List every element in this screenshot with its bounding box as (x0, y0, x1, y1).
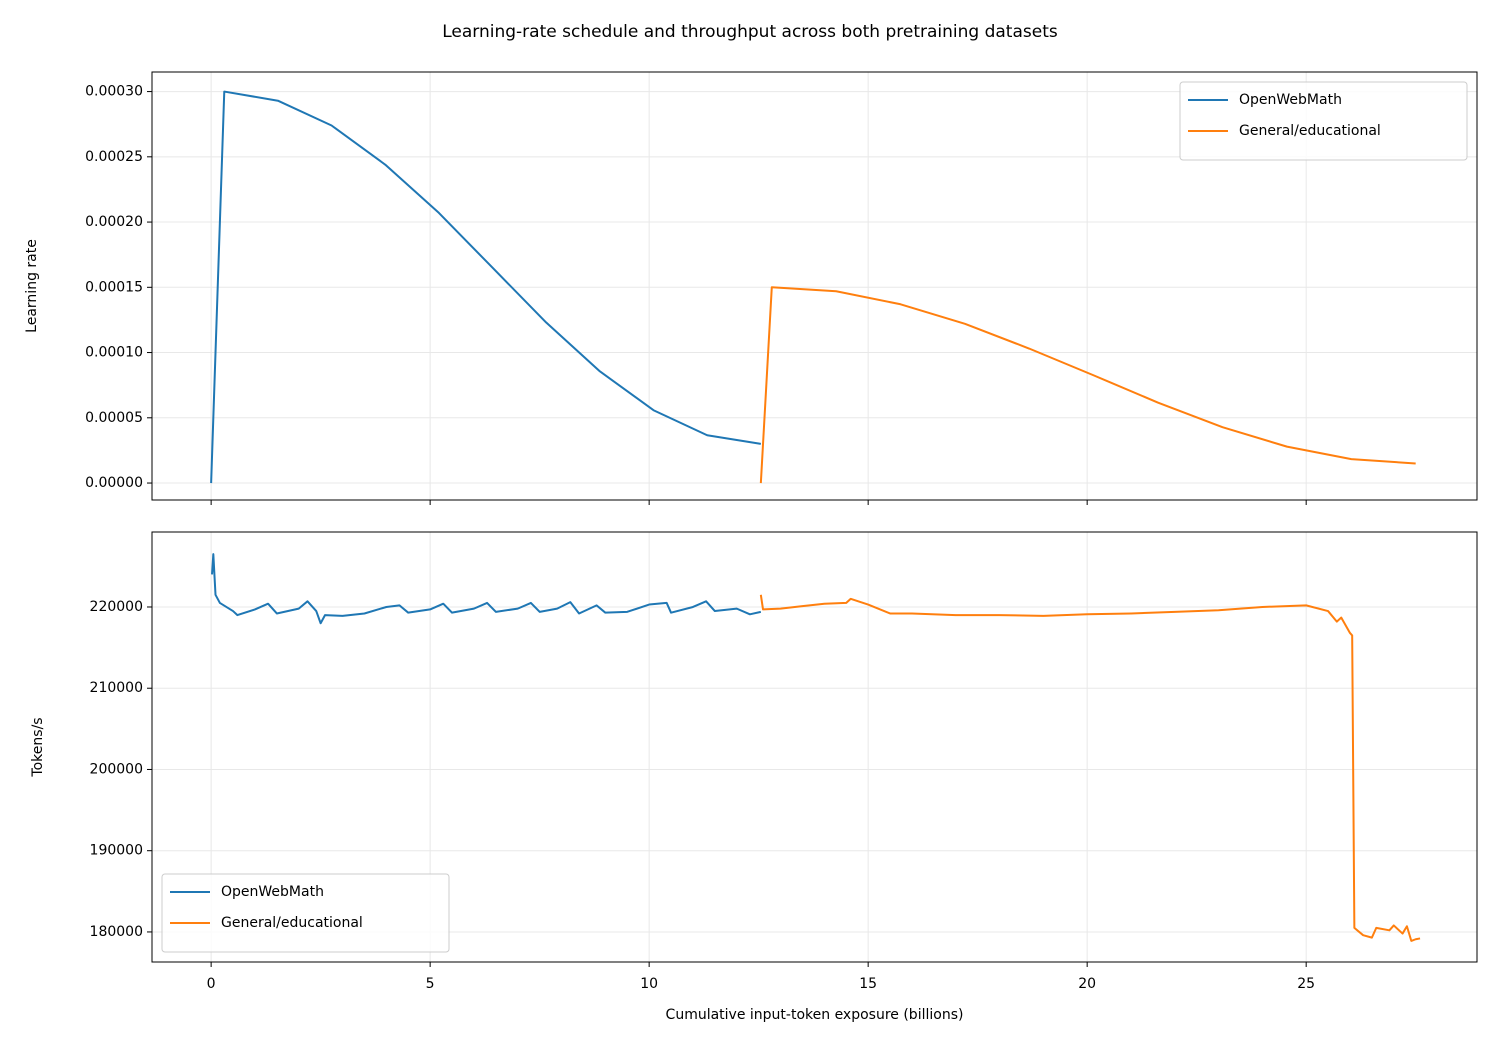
legend: OpenWebMath General/educational (161, 873, 450, 953)
series-line (210, 90, 761, 484)
x-tick-label: 10 (640, 976, 658, 992)
y-tick-label: 210000 (90, 680, 143, 696)
figure-title: Learning-rate schedule and throughput ac… (442, 22, 1058, 42)
y-tick-label: 0.00005 (85, 410, 143, 426)
legend-box (1179, 81, 1468, 161)
plot-frame (151, 531, 1478, 963)
y-tick-label: 200000 (90, 761, 143, 777)
y-tick-label: 180000 (90, 924, 143, 940)
y-tick-label: 0.00000 (85, 475, 143, 491)
legend-label: OpenWebMath (221, 884, 324, 900)
legend-label: General/educational (1239, 123, 1381, 139)
x-tick-label: 25 (1297, 976, 1315, 992)
x-tick-label: 0 (207, 976, 216, 992)
legend-box (161, 873, 450, 953)
legend-label: OpenWebMath (1239, 92, 1342, 108)
y-tick-label: 0.00020 (85, 214, 143, 230)
y-tick-label: 0.00015 (85, 279, 143, 295)
y-tick-label: 0.00030 (85, 84, 143, 100)
series-line (759, 286, 1416, 484)
series-line (759, 594, 1421, 942)
y-tick-label: 0.00010 (85, 345, 143, 361)
y-tick-label: 0.00025 (85, 149, 143, 165)
x-tick-label: 15 (859, 976, 877, 992)
y-tick-label: 190000 (90, 843, 143, 859)
legend-label: General/educational (221, 915, 363, 931)
y-axis-label: Tokens/s (30, 717, 46, 777)
x-tick-label: 5 (426, 976, 435, 992)
x-axis-label: Cumulative input-token exposure (billion… (666, 1007, 964, 1023)
y-axis-label: Learning rate (24, 239, 40, 333)
legend: OpenWebMath General/educational (1179, 81, 1468, 161)
plot-frame (151, 71, 1478, 501)
x-tick-label: 20 (1078, 976, 1096, 992)
series-line (211, 553, 762, 625)
y-tick-label: 220000 (90, 599, 143, 615)
